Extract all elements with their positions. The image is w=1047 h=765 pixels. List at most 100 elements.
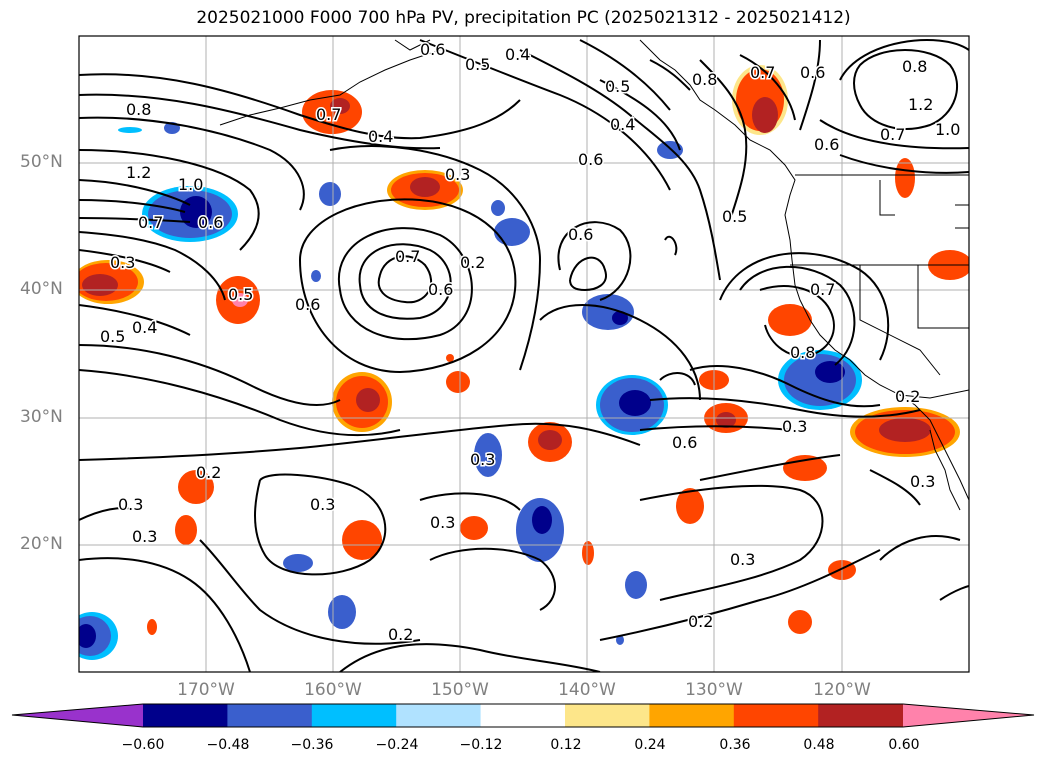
- contour-label: 0.8: [790, 343, 815, 362]
- precip-blob: [460, 516, 488, 540]
- precip-blob: [895, 158, 915, 198]
- colorbar-tick: −0.60: [121, 737, 165, 753]
- contour-label: 0.3: [910, 472, 935, 491]
- contour-label: 0.3: [118, 495, 143, 514]
- contour-label: 0.6: [814, 135, 839, 154]
- contour-label: 1.0: [935, 120, 960, 139]
- precip-blob: [625, 571, 647, 599]
- precip-blob: [283, 554, 313, 572]
- precip-blob: [532, 506, 552, 534]
- colorbar-extend-max: [903, 704, 1034, 727]
- lon-label: 170°W: [177, 680, 235, 700]
- pv-contours: [79, 39, 969, 672]
- contour-label: 0.3: [132, 527, 157, 546]
- contour-label: 0.6: [672, 433, 697, 452]
- contour-label: 0.3: [430, 513, 455, 532]
- contour-label: 0.2: [460, 253, 485, 272]
- lon-label: 150°W: [431, 680, 489, 700]
- precip-blob: [582, 541, 594, 565]
- contour-label: 0.6: [800, 63, 825, 82]
- contour-label: 0.7: [810, 280, 835, 299]
- precip-blob: [676, 488, 704, 524]
- precip-blob: [815, 361, 845, 383]
- colorbar-segment: [396, 704, 482, 727]
- precip-blob: [319, 182, 341, 206]
- contour-label: 0.6: [420, 40, 445, 59]
- contour-label: 0.5: [228, 285, 253, 304]
- colorbar-segment: [227, 704, 313, 727]
- contour-label: 1.0: [178, 175, 203, 194]
- contour-label: 0.3: [730, 550, 755, 569]
- precip-blob: [232, 293, 248, 307]
- precip-blob: [474, 433, 502, 477]
- contour-label: 0.6: [428, 280, 453, 299]
- colorbar-tick: −0.24: [375, 737, 419, 753]
- colorbar-segments: [12, 704, 1034, 727]
- contour-label: 0.3: [782, 417, 807, 436]
- precip-blob: [616, 635, 624, 645]
- colorbar-extend-min: [12, 704, 143, 727]
- colorbar-tick: 0.12: [550, 737, 582, 753]
- contour-label: 0.4: [132, 318, 157, 337]
- lon-label: 160°W: [304, 680, 362, 700]
- lat-label: 40°N: [20, 279, 63, 299]
- precip-blob: [330, 98, 350, 114]
- precip-blob: [147, 619, 157, 635]
- contour-label: 0.2: [688, 612, 713, 631]
- precip-blob: [879, 418, 931, 442]
- precip-blob: [446, 354, 454, 362]
- contour-label: 1.2: [126, 163, 151, 182]
- precip-blob: [178, 470, 214, 504]
- map-frame: [78, 35, 970, 673]
- precip-blob: [752, 97, 778, 133]
- precip-blob: [79, 624, 96, 648]
- colorbar-segment: [649, 704, 735, 727]
- precip-blob: [410, 177, 440, 197]
- contour-label: 0.4: [610, 115, 635, 134]
- precip-blob: [768, 304, 812, 336]
- contour-label: 0.6: [568, 225, 593, 244]
- colorbar-tick: 0.24: [634, 737, 666, 753]
- precip-blob: [716, 412, 736, 428]
- contour-label: 0.3: [110, 253, 135, 272]
- contour-label: 0.3: [445, 165, 470, 184]
- colorbar-segment: [480, 704, 566, 727]
- lon-label: 120°W: [813, 680, 871, 700]
- precip-blob: [612, 311, 628, 325]
- contour-label: 0.7: [138, 213, 163, 232]
- colorbar-tick: −0.48: [206, 737, 250, 753]
- colorbar-tick: −0.36: [290, 737, 334, 753]
- contour-label: 0.7: [750, 63, 775, 82]
- gridlines: [79, 36, 969, 672]
- contour-label: 0.8: [126, 100, 151, 119]
- contour-label: 0.6: [295, 295, 320, 314]
- contour-label: 0.7: [316, 105, 341, 124]
- precip-blob: [311, 270, 321, 282]
- precip-negative-areas: [79, 122, 862, 660]
- precip-blob: [619, 390, 651, 416]
- precip-blob: [788, 610, 812, 634]
- contour-labels: 0.6 0.5 0.4 0.5 0.8 0.7 0.6 0.8 1.2 1.0 …: [99, 39, 962, 646]
- precip-blob: [538, 430, 562, 450]
- precip-blob: [175, 515, 197, 545]
- colorbar-tick: 0.36: [719, 737, 751, 753]
- lon-label: 140°W: [558, 680, 616, 700]
- precip-blob: [342, 520, 382, 560]
- contour-label: 0.3: [470, 450, 495, 469]
- contour-label: 0.8: [902, 57, 927, 76]
- contour-label: 0.6: [578, 150, 603, 169]
- colorbar-segment: [311, 704, 397, 727]
- contour-label: 0.7: [395, 247, 420, 266]
- colorbar-tick: 0.48: [803, 737, 835, 753]
- contour-label: 0.2: [196, 463, 221, 482]
- precip-blob: [356, 388, 380, 412]
- contour-label: 0.5: [722, 207, 747, 226]
- contour-label: 0.5: [100, 327, 125, 346]
- contour-label: 0.2: [895, 387, 920, 406]
- colorbar-tick: −0.12: [459, 737, 503, 753]
- contour-label: 1.2: [908, 95, 933, 114]
- colorbar-segment: [565, 704, 650, 727]
- contour-label: 0.5: [605, 77, 630, 96]
